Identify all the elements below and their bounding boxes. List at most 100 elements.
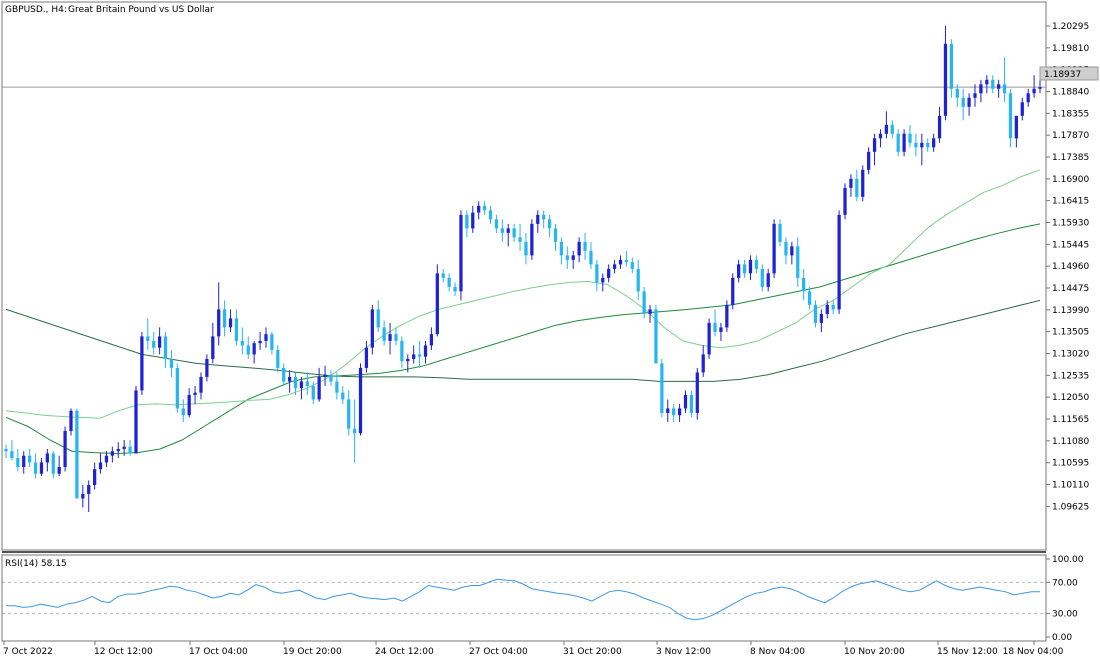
candle-body[interactable] [376, 309, 380, 328]
candle-body[interactable] [246, 345, 250, 355]
candle-body[interactable] [1002, 84, 1007, 94]
candle-body[interactable] [370, 309, 374, 348]
candle-body[interactable] [896, 133, 900, 152]
candle-body[interactable] [311, 385, 315, 400]
candle-body[interactable] [98, 462, 103, 470]
candle-body[interactable] [843, 187, 847, 215]
candle-body[interactable] [193, 392, 197, 395]
candle-body[interactable] [317, 376, 321, 400]
candle-body[interactable] [512, 228, 516, 238]
candle-body[interactable] [4, 448, 8, 452]
candle-body[interactable] [654, 309, 658, 364]
candle-body[interactable] [672, 408, 676, 416]
candle-body[interactable] [347, 399, 351, 429]
candle-body[interactable] [624, 259, 629, 263]
candle-body[interactable] [542, 214, 546, 220]
candle-body[interactable] [707, 322, 711, 355]
candle-body[interactable] [589, 250, 593, 265]
candle-body[interactable] [228, 318, 233, 328]
candle-body[interactable] [920, 142, 924, 148]
candle-body[interactable] [329, 374, 333, 382]
candle-body[interactable] [335, 381, 339, 393]
candle-body[interactable] [790, 246, 794, 256]
candle-body[interactable] [731, 277, 735, 305]
candle-body[interactable] [595, 264, 599, 283]
candle-body[interactable] [264, 334, 268, 341]
candle-body[interactable] [524, 241, 528, 256]
candle-body[interactable] [701, 354, 705, 373]
candle-body[interactable] [1008, 93, 1013, 139]
candle-body[interactable] [122, 446, 126, 449]
candle-body[interactable] [666, 408, 670, 413]
candle-body[interactable] [536, 214, 540, 224]
candle-body[interactable] [146, 336, 150, 341]
candle-body[interactable] [784, 241, 788, 256]
candle-body[interactable] [914, 142, 918, 148]
candle-body[interactable] [252, 343, 256, 355]
candle-body[interactable] [760, 268, 764, 287]
candle-body[interactable] [28, 455, 32, 463]
candle-body[interactable] [488, 210, 493, 220]
candle-body[interactable] [477, 205, 481, 213]
candle-body[interactable] [199, 376, 203, 393]
candle-body[interactable] [152, 340, 156, 348]
candle-body[interactable] [423, 345, 428, 357]
candle-body[interactable] [110, 451, 114, 456]
candle-body[interactable] [358, 367, 363, 434]
candle-body[interactable] [187, 394, 191, 416]
candle-body[interactable] [75, 410, 79, 499]
candle-body[interactable] [725, 304, 729, 328]
candle-body[interactable] [807, 291, 812, 305]
candle-body[interactable] [471, 212, 475, 229]
candle-body[interactable] [217, 309, 221, 337]
candle-body[interactable] [299, 381, 304, 389]
candle-body[interactable] [825, 304, 829, 314]
candle-body[interactable] [802, 277, 806, 292]
candle-body[interactable] [518, 237, 522, 242]
candle-body[interactable] [559, 241, 564, 256]
candle-body[interactable] [1026, 93, 1030, 103]
candle-body[interactable] [867, 151, 871, 170]
candle-body[interactable] [583, 241, 587, 251]
candle-body[interactable] [677, 408, 682, 416]
candle-body[interactable] [997, 84, 1001, 89]
candle-body[interactable] [494, 219, 499, 229]
candle-body[interactable] [737, 264, 741, 278]
candle-body[interactable] [660, 363, 664, 413]
candle-body[interactable] [45, 453, 49, 463]
candle-body[interactable] [571, 255, 575, 260]
candle-body[interactable] [394, 334, 398, 341]
candle-body[interactable] [1014, 115, 1018, 139]
candle-body[interactable] [530, 223, 534, 256]
candle-body[interactable] [754, 259, 759, 269]
candle-body[interactable] [695, 372, 699, 413]
candle-body[interactable] [955, 88, 959, 98]
candle-body[interactable] [949, 43, 953, 89]
candle-body[interactable] [240, 340, 244, 346]
candle-body[interactable] [890, 124, 894, 134]
candle-body[interactable] [648, 309, 652, 314]
candle-body[interactable] [211, 336, 215, 359]
candle-body[interactable] [884, 124, 889, 134]
candle-body[interactable] [607, 268, 611, 278]
candle-body[interactable] [742, 264, 747, 274]
candle-body[interactable] [482, 205, 487, 211]
candle-body[interactable] [140, 336, 144, 391]
candle-body[interactable] [341, 392, 345, 400]
candle-body[interactable] [276, 349, 280, 368]
candle-body[interactable] [902, 133, 906, 152]
candle-body[interactable] [435, 273, 439, 335]
candle-body[interactable] [618, 259, 623, 265]
candle-body[interactable] [861, 169, 865, 197]
candle-body[interactable] [323, 374, 327, 377]
candle-body[interactable] [683, 394, 688, 409]
candle-body[interactable] [553, 228, 558, 242]
candle-body[interactable] [352, 428, 357, 434]
candle-body[interactable] [400, 340, 404, 362]
candle-body[interactable] [81, 493, 85, 499]
candle-body[interactable] [205, 358, 209, 377]
candle-body[interactable] [57, 466, 61, 474]
candle-body[interactable] [778, 223, 782, 242]
candle-body[interactable] [465, 214, 469, 229]
candle-body[interactable] [1032, 88, 1036, 94]
